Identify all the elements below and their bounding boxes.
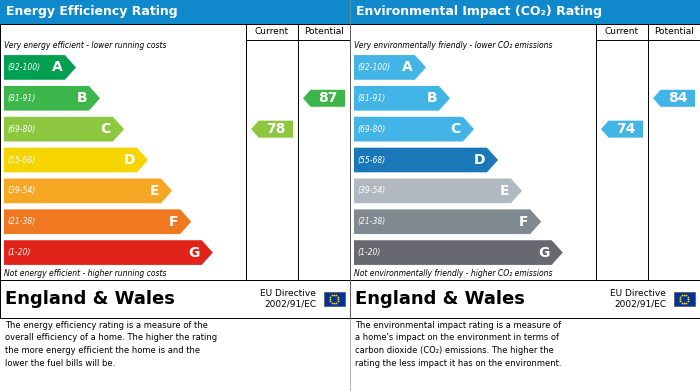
Text: (39-54): (39-54) [357, 187, 385, 196]
Text: Environmental Impact (CO₂) Rating: Environmental Impact (CO₂) Rating [356, 5, 602, 18]
Text: (69-80): (69-80) [357, 125, 385, 134]
Polygon shape [354, 86, 450, 111]
Text: (21-38): (21-38) [7, 217, 35, 226]
Polygon shape [653, 90, 695, 107]
Polygon shape [4, 117, 124, 142]
Text: B: B [76, 91, 87, 105]
Text: A: A [52, 61, 63, 74]
Text: (81-91): (81-91) [7, 94, 35, 103]
Bar [350, 24, 700, 280]
Text: Potential: Potential [654, 27, 694, 36]
Text: Current: Current [255, 27, 289, 36]
Text: G: G [538, 246, 550, 260]
Bar [673, 292, 694, 306]
Text: F: F [169, 215, 178, 229]
Text: Potential: Potential [304, 27, 344, 36]
Polygon shape [4, 148, 148, 172]
Text: The environmental impact rating is a measure of
a home's impact on the environme: The environmental impact rating is a mea… [355, 321, 561, 368]
Text: (21-38): (21-38) [357, 217, 385, 226]
Bar [0, 0, 350, 24]
Text: England & Wales: England & Wales [355, 290, 525, 308]
Text: 74: 74 [616, 122, 636, 136]
Text: (69-80): (69-80) [7, 125, 35, 134]
Bar [350, 0, 700, 24]
Text: (81-91): (81-91) [357, 94, 385, 103]
Text: E: E [149, 184, 159, 198]
Text: 78: 78 [266, 122, 286, 136]
Text: EU Directive
2002/91/EC: EU Directive 2002/91/EC [260, 289, 316, 309]
Text: (92-100): (92-100) [7, 63, 40, 72]
Polygon shape [4, 240, 213, 265]
Text: (39-54): (39-54) [7, 187, 35, 196]
Text: Current: Current [605, 27, 639, 36]
Text: Not energy efficient - higher running costs: Not energy efficient - higher running co… [4, 269, 167, 278]
Text: C: C [451, 122, 461, 136]
Bar [0, 24, 350, 280]
Text: The energy efficiency rating is a measure of the
overall efficiency of a home. T: The energy efficiency rating is a measur… [5, 321, 217, 368]
Polygon shape [303, 90, 345, 107]
Text: Energy Efficiency Rating: Energy Efficiency Rating [6, 5, 178, 18]
Polygon shape [4, 179, 172, 203]
Text: A: A [402, 61, 413, 74]
Text: (55-68): (55-68) [7, 156, 35, 165]
Polygon shape [4, 209, 191, 234]
Text: (55-68): (55-68) [357, 156, 385, 165]
Text: England & Wales: England & Wales [5, 290, 175, 308]
Text: 84: 84 [668, 91, 687, 105]
Polygon shape [601, 121, 643, 138]
Text: Very environmentally friendly - lower CO₂ emissions: Very environmentally friendly - lower CO… [354, 41, 552, 50]
Bar [350, 280, 700, 318]
Text: D: D [123, 153, 135, 167]
Polygon shape [354, 148, 498, 172]
Text: (1-20): (1-20) [357, 248, 380, 257]
Text: E: E [499, 184, 509, 198]
Polygon shape [354, 240, 563, 265]
Polygon shape [251, 121, 293, 138]
Polygon shape [4, 55, 76, 80]
Text: EU Directive
2002/91/EC: EU Directive 2002/91/EC [610, 289, 666, 309]
Text: F: F [519, 215, 528, 229]
Bar [0, 280, 350, 318]
Polygon shape [354, 209, 541, 234]
Text: D: D [473, 153, 485, 167]
Polygon shape [354, 117, 474, 142]
Text: B: B [426, 91, 437, 105]
Text: G: G [188, 246, 199, 260]
Text: Not environmentally friendly - higher CO₂ emissions: Not environmentally friendly - higher CO… [354, 269, 552, 278]
Text: Very energy efficient - lower running costs: Very energy efficient - lower running co… [4, 41, 167, 50]
Text: (92-100): (92-100) [357, 63, 390, 72]
Text: C: C [101, 122, 111, 136]
Polygon shape [4, 86, 100, 111]
Text: 87: 87 [318, 91, 337, 105]
Bar [323, 292, 344, 306]
Text: (1-20): (1-20) [7, 248, 30, 257]
Polygon shape [354, 55, 426, 80]
Polygon shape [354, 179, 522, 203]
